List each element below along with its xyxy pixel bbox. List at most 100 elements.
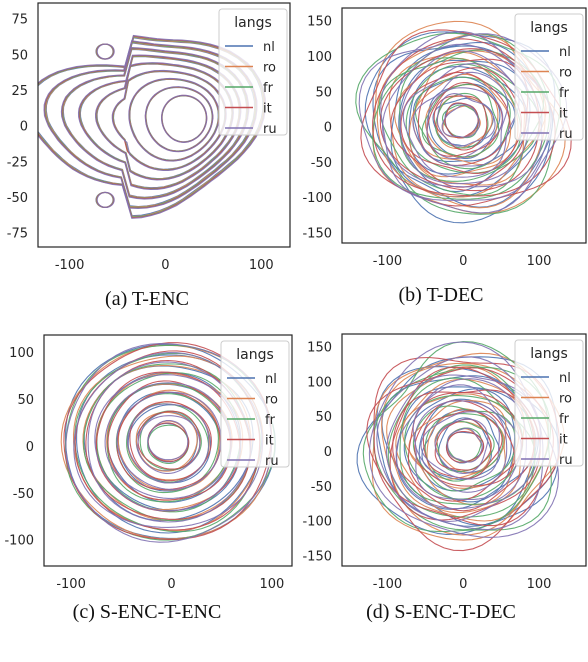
contour-fr-level-9 (38, 36, 265, 218)
legend-label-it: it (265, 434, 274, 449)
plot-frame (43, 334, 293, 567)
legend-title: langs (234, 15, 272, 31)
contour-ru-level-9 (65, 343, 273, 543)
contour-it-level-1 (446, 430, 485, 463)
y-tick-label: -50 (13, 487, 34, 502)
contour-nl-level-6 (398, 59, 531, 193)
y-tick-label: -50 (311, 480, 332, 495)
contour-ru-level-4 (111, 69, 227, 172)
legend-box (514, 339, 584, 467)
legend-label-fr: fr (265, 413, 276, 428)
contour-fr-level-8 (372, 33, 551, 200)
contour-ru-level-4 (116, 391, 222, 490)
contour-ru-level-9 (358, 33, 568, 214)
y-tick-label: -50 (311, 156, 332, 171)
contour-it-level-4 (414, 399, 516, 487)
x-tick-label: -100 (373, 254, 403, 269)
contour-ru-level-6 (395, 378, 527, 510)
chart-s-enc-t-dec: -100 0 100 150 100 50 0 -50 -100 -150 langs nl ro fr i… (302, 333, 587, 592)
y-tick-label: -150 (302, 226, 332, 241)
chart-s-enc-t-enc: -100 0 100 100 50 0 -50 -100 langs nl ro fr it ru (4, 334, 293, 592)
legend-label-nl: nl (265, 372, 277, 387)
contour-ru-level-9 (38, 34, 266, 219)
legend-label-it: it (263, 102, 272, 117)
contour-ru-level-2 (144, 86, 214, 153)
contour-ru-level-2 (137, 415, 201, 474)
contour-ru-island-1 (96, 43, 115, 60)
panel-s-enc-t-enc: -100 0 100 100 50 0 -50 -100 langs nl ro fr it ru (c)… (0, 331, 294, 662)
legend-label-ru: ru (559, 453, 573, 468)
contour-it-level-8 (372, 38, 556, 197)
x-tick-label: 100 (527, 254, 552, 269)
contour-it-level-2 (434, 418, 492, 471)
x-tick-label: 100 (527, 577, 552, 592)
y-tick-label: 50 (315, 410, 332, 425)
legend-label-nl: nl (559, 45, 571, 60)
x-tick-label: 100 (260, 577, 285, 592)
caption-s-enc-t-dec: (d) S-ENC-T-DEC (366, 601, 516, 623)
legend-label-ro: ro (263, 61, 276, 76)
y-tick-label: -75 (7, 227, 28, 242)
legend-label-fr: fr (263, 81, 274, 96)
contour-fr-level-3 (424, 413, 504, 482)
contour-fr-level-9 (355, 32, 561, 215)
legend-box (220, 340, 290, 468)
contour-fr-level-9 (362, 340, 552, 533)
contour-ru-level-1 (447, 427, 483, 463)
y-tick-label: 25 (11, 84, 28, 99)
contour-ru-level-8 (43, 40, 258, 210)
legend-label-ro: ro (265, 393, 278, 408)
contour-it-level-6 (392, 389, 535, 512)
contour-ru-level-2 (434, 418, 489, 475)
y-tick-label: 100 (307, 50, 332, 65)
x-tick-label: 0 (459, 254, 467, 269)
contour-ru-level-7 (87, 361, 252, 523)
legend-label-ru: ru (559, 127, 573, 142)
legend: langs nl ro fr it ru (514, 13, 584, 142)
y-tick-label: 100 (9, 346, 34, 361)
contour-ru-level-7 (60, 47, 250, 200)
x-tick-label: 0 (167, 577, 175, 592)
y-tick-label: -150 (302, 550, 332, 565)
contour-fr-level-5 (404, 395, 524, 500)
contour-it-level-7 (379, 48, 540, 192)
contour-it-level-3 (129, 401, 212, 482)
contour-it-level-1 (444, 102, 479, 139)
contour-group (356, 340, 565, 552)
panel-t-dec: -100 0 100 150 100 50 0 -50 -100 -150 langs nl ro fr i… (294, 0, 588, 331)
legend-label-fr: fr (559, 86, 570, 101)
contour-fr-level-4 (412, 405, 517, 492)
y-tick-label: 50 (315, 85, 332, 100)
legend: langs nl ro fr it ru (514, 339, 584, 468)
y-tick-label: -100 (4, 534, 34, 549)
contour-ru-level-1 (161, 94, 208, 143)
x-tick-label: -100 (373, 577, 403, 592)
contour-ru-level-4 (412, 71, 509, 167)
y-tick-label: 0 (26, 440, 34, 455)
contour-group (60, 342, 276, 543)
contour-ru-level-8 (376, 356, 544, 531)
x-tick-label: 0 (459, 577, 467, 592)
legend-title: langs (236, 347, 274, 363)
y-tick-label: 150 (307, 341, 332, 356)
y-tick-label: -50 (7, 191, 28, 206)
contour-group (355, 20, 572, 224)
legend-title: langs (530, 346, 568, 362)
contour-ro-level-5 (408, 57, 519, 178)
y-tick-label: 0 (324, 121, 332, 136)
plot-frame (341, 333, 587, 567)
legend-label-it: it (559, 107, 568, 122)
contour-it-level-8 (74, 350, 261, 531)
contour-it-level-3 (422, 410, 503, 479)
contour-ru-level-6 (94, 374, 242, 512)
chart-t-enc: -100 0 100 75 50 25 0 -25 -50 -75 langs nl ro fr it ru (7, 2, 291, 273)
caption-t-enc: (a) T-ENC (105, 288, 189, 310)
contour-it-level-5 (107, 380, 232, 501)
contour-ro-level-6 (394, 51, 526, 186)
y-tick-label: -100 (302, 515, 332, 530)
contour-fr-level-2 (435, 92, 489, 149)
legend-label-ro: ro (559, 66, 572, 81)
contour-ro-level-8 (381, 362, 549, 536)
caption-s-enc-t-enc: (c) S-ENC-T-ENC (72, 601, 222, 623)
contour-ru-level-8 (380, 30, 552, 201)
